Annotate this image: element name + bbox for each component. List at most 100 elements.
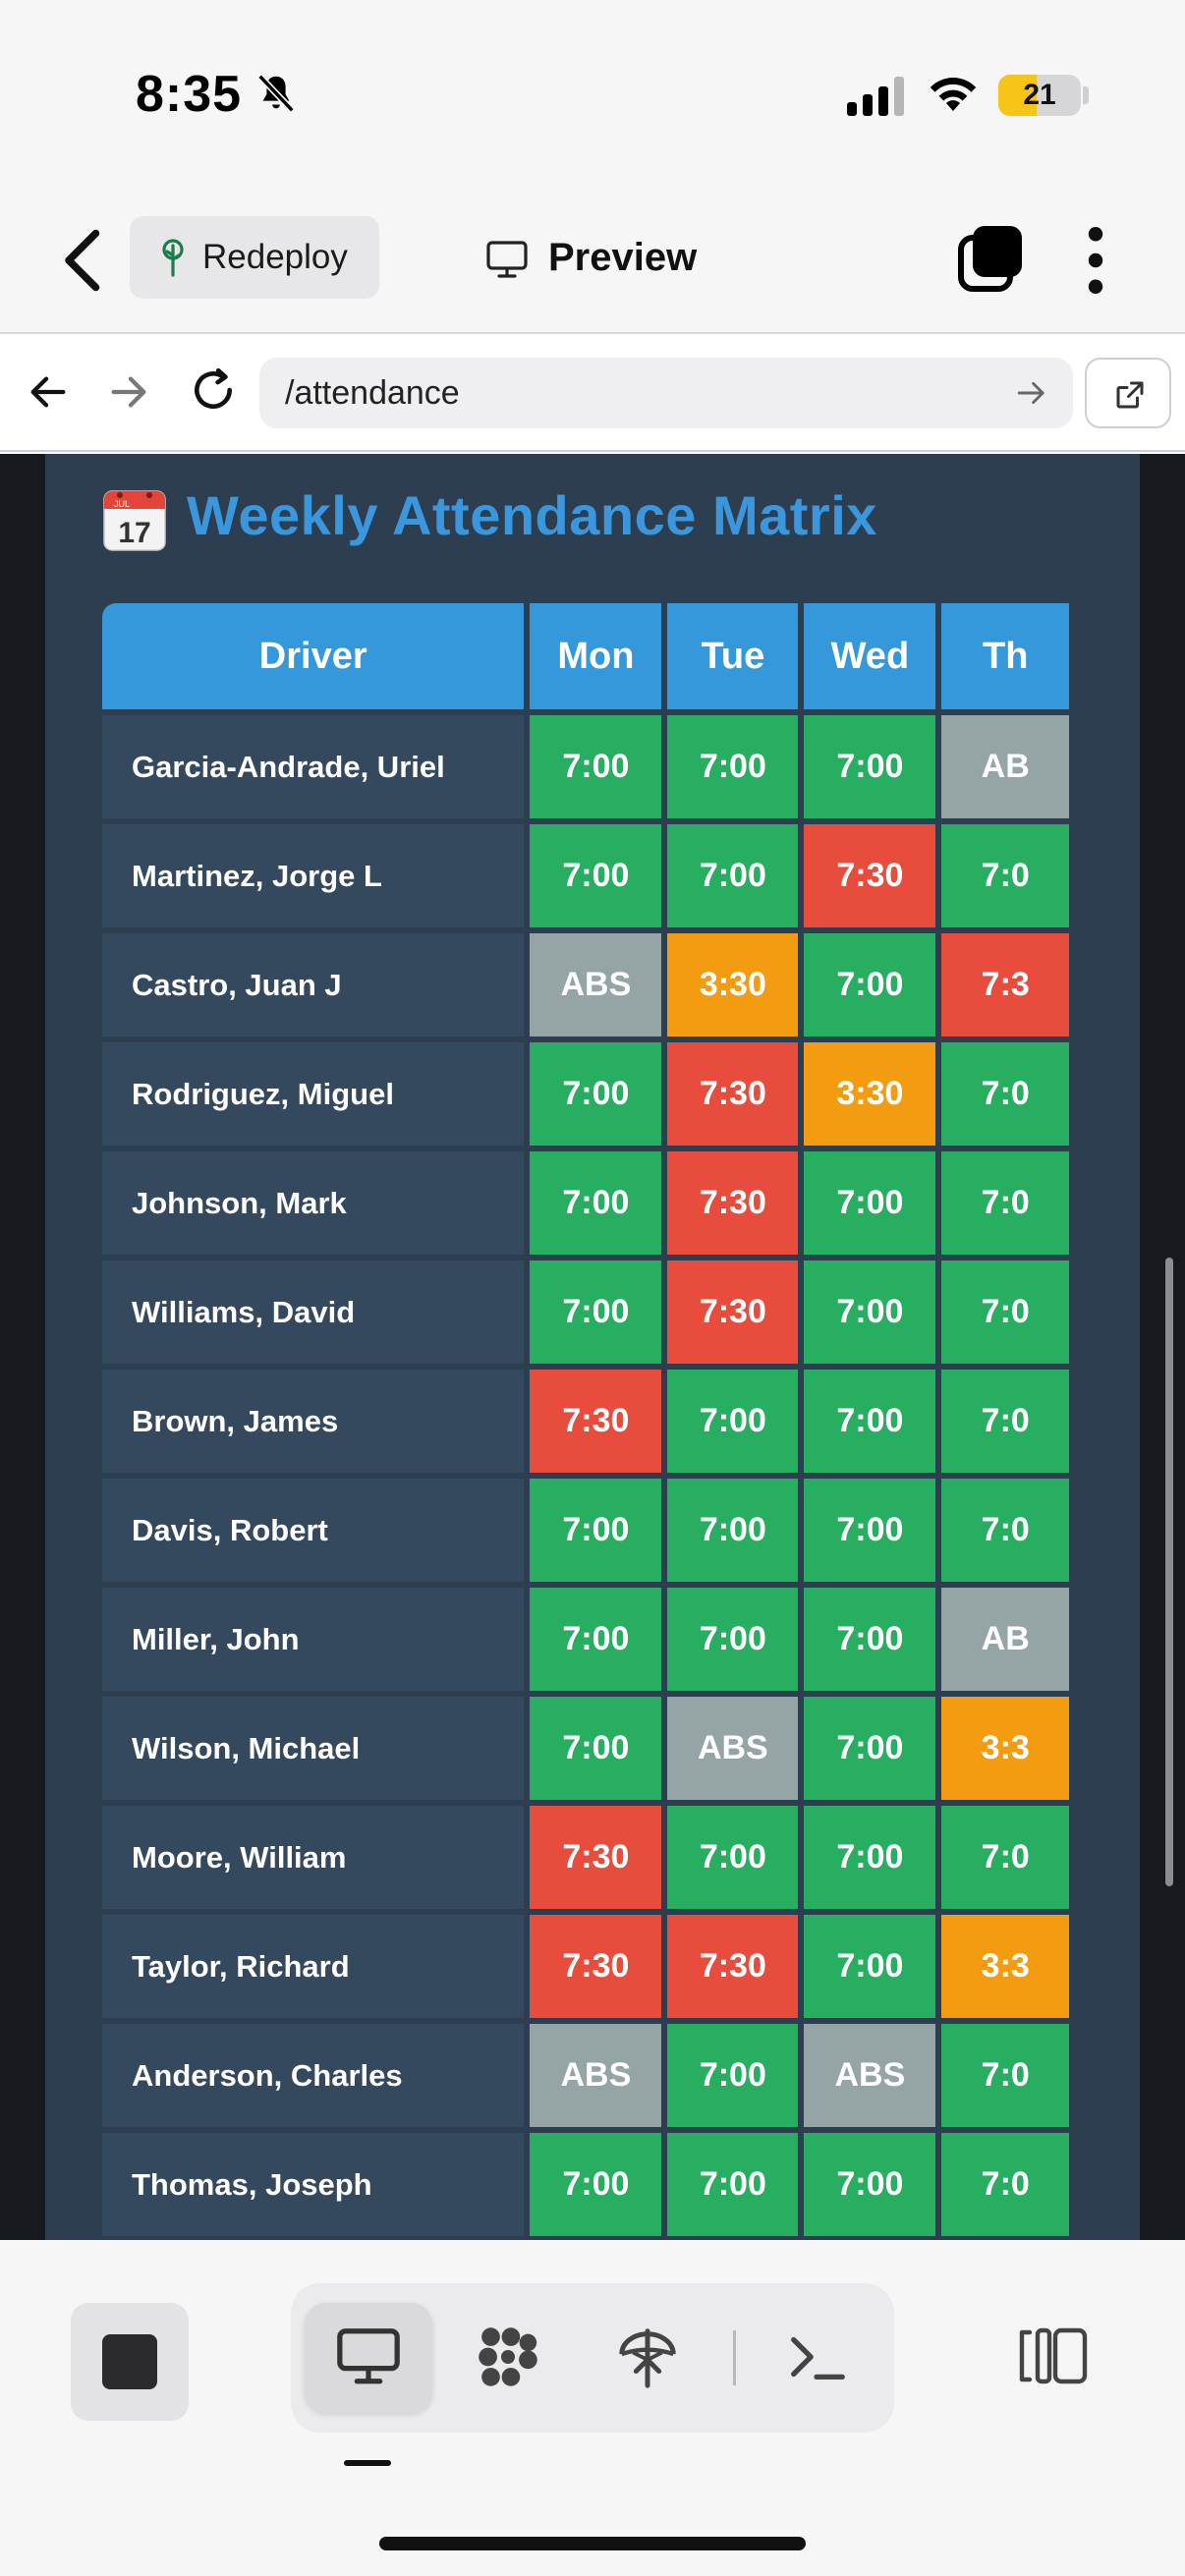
attendance-cell-wed[interactable]: 7:00 [804, 1588, 936, 1691]
attendance-cell-thu[interactable]: 7:0 [941, 2133, 1069, 2236]
attendance-cell-mon[interactable]: 7:00 [530, 1260, 662, 1364]
driver-name-cell[interactable]: Rodriguez, Miguel [102, 1042, 525, 1146]
attendance-cell-tue[interactable]: 7:30 [667, 1151, 799, 1255]
attendance-cell-mon[interactable]: 7:30 [530, 1915, 662, 2018]
preview-view-button[interactable] [305, 2303, 432, 2413]
driver-name-cell[interactable]: Williams, David [102, 1260, 525, 1364]
attendance-cell-mon[interactable]: 7:00 [530, 824, 662, 927]
attendance-cell-tue[interactable]: 7:00 [667, 715, 799, 818]
attendance-cell-thu[interactable]: 7:0 [941, 1042, 1069, 1146]
attendance-cell-mon[interactable]: 7:30 [530, 1370, 662, 1473]
attendance-cell-tue[interactable]: 7:30 [667, 1915, 799, 2018]
attendance-cell-mon[interactable]: 7:00 [530, 1479, 662, 1582]
attendance-cell-wed[interactable]: 7:00 [804, 1479, 936, 1582]
attendance-cell-thu[interactable]: 7:0 [941, 1806, 1069, 1909]
attendance-cell-thu[interactable]: 7:0 [941, 1151, 1069, 1255]
attendance-cell-tue[interactable]: 7:00 [667, 1588, 799, 1691]
attendance-cell-tue[interactable]: 7:00 [667, 824, 799, 927]
attendance-cell-thu[interactable]: 7:3 [941, 933, 1069, 1036]
attendance-cell-thu[interactable]: 7:0 [941, 2024, 1069, 2127]
deploy-view-button[interactable] [584, 2303, 711, 2413]
driver-name-cell[interactable]: Castro, Juan J [102, 933, 525, 1036]
url-text: /attendance [285, 374, 460, 412]
attendance-cell-wed[interactable]: 7:00 [804, 1151, 936, 1255]
attendance-cell-tue[interactable]: 7:30 [667, 1260, 799, 1364]
driver-name-cell[interactable]: Anderson, Charles [102, 2024, 525, 2127]
tabs-icon[interactable] [957, 224, 1024, 293]
preview-tab[interactable]: Preview [481, 216, 737, 299]
attendance-cell-wed[interactable]: 3:30 [804, 1042, 936, 1146]
driver-name-cell[interactable]: Davis, Robert [102, 1479, 525, 1582]
arrow-right-icon[interactable] [106, 369, 151, 415]
workspace-view-button[interactable] [444, 2303, 572, 2413]
attendance-cell-tue[interactable]: ABS [667, 1697, 799, 1800]
arrow-right-small-icon[interactable] [1016, 379, 1047, 407]
attendance-cell-wed[interactable]: 7:00 [804, 715, 936, 818]
url-field[interactable]: /attendance [259, 358, 1073, 428]
attendance-cell-mon[interactable]: ABS [530, 933, 662, 1036]
attendance-cell-wed[interactable]: 7:00 [804, 1697, 936, 1800]
attendance-cell-thu[interactable]: 3:3 [941, 1697, 1069, 1800]
driver-name-cell[interactable]: Wilson, Michael [102, 1697, 525, 1800]
page-title: Weekly Attendance Matrix [187, 484, 877, 546]
attendance-cell-wed[interactable]: 7:00 [804, 1260, 936, 1364]
attendance-cell-thu[interactable]: 7:0 [941, 1260, 1069, 1364]
stop-button[interactable] [71, 2303, 189, 2421]
arrow-left-icon[interactable] [26, 369, 71, 415]
column-header-tue[interactable]: Tue [667, 603, 799, 709]
attendance-cell-mon[interactable]: ABS [530, 2024, 662, 2127]
driver-name-cell[interactable]: Brown, James [102, 1370, 525, 1473]
attendance-cell-thu[interactable]: AB [941, 1588, 1069, 1691]
driver-name-cell[interactable]: Taylor, Richard [102, 1915, 525, 2018]
attendance-cell-wed[interactable]: 7:00 [804, 2133, 936, 2236]
attendance-cell-wed[interactable]: 7:30 [804, 824, 936, 927]
attendance-cell-mon[interactable]: 7:00 [530, 715, 662, 818]
attendance-cell-thu[interactable]: 7:0 [941, 824, 1069, 927]
attendance-cell-thu[interactable]: 7:0 [941, 1370, 1069, 1473]
redeploy-button[interactable]: Redeploy [130, 216, 379, 299]
driver-name-cell[interactable]: Garcia-Andrade, Uriel [102, 715, 525, 818]
attendance-cell-wed[interactable]: 7:00 [804, 1806, 936, 1909]
chevron-left-icon[interactable] [59, 226, 108, 295]
attendance-cell-wed[interactable]: ABS [804, 2024, 936, 2127]
more-vertical-icon[interactable] [1081, 226, 1110, 295]
driver-name-cell[interactable]: Martinez, Jorge L [102, 824, 525, 927]
console-view-button[interactable] [753, 2303, 880, 2413]
attendance-cell-tue[interactable]: 7:00 [667, 1479, 799, 1582]
split-view-icon[interactable] [1016, 2324, 1091, 2387]
home-indicator[interactable] [379, 2537, 806, 2550]
driver-name-cell[interactable]: Johnson, Mark [102, 1151, 525, 1255]
scrollbar-thumb[interactable] [1165, 1258, 1173, 1886]
attendance-cell-mon[interactable]: 7:00 [530, 1697, 662, 1800]
attendance-cell-tue[interactable]: 7:00 [667, 1806, 799, 1909]
calendar-day: 17 [118, 517, 150, 549]
attendance-cell-tue[interactable]: 7:00 [667, 2024, 799, 2127]
attendance-cell-tue[interactable]: 3:30 [667, 933, 799, 1036]
column-header-mon[interactable]: Mon [530, 603, 662, 709]
signal-icon [847, 77, 904, 116]
reload-icon[interactable] [189, 365, 238, 415]
attendance-cell-thu[interactable]: 3:3 [941, 1915, 1069, 2018]
attendance-cell-mon[interactable]: 7:00 [530, 1151, 662, 1255]
column-header-thu[interactable]: Th [941, 603, 1069, 709]
attendance-cell-mon[interactable]: 7:00 [530, 2133, 662, 2236]
column-header-wed[interactable]: Wed [804, 603, 936, 709]
column-header-driver[interactable]: Driver [102, 603, 525, 709]
attendance-cell-wed[interactable]: 7:00 [804, 933, 936, 1036]
attendance-cell-thu[interactable]: AB [941, 715, 1069, 818]
table-body: Garcia-Andrade, Uriel 7:00 7:00 7:00 AB Marti… [102, 715, 1069, 2236]
open-external-button[interactable] [1085, 358, 1171, 428]
attendance-cell-tue[interactable]: 7:00 [667, 1370, 799, 1473]
attendance-cell-tue[interactable]: 7:00 [667, 2133, 799, 2236]
driver-name-cell[interactable]: Thomas, Joseph [102, 2133, 525, 2236]
attendance-cell-mon[interactable]: 7:00 [530, 1588, 662, 1691]
driver-name-cell[interactable]: Moore, William [102, 1806, 525, 1909]
attendance-cell-tue[interactable]: 7:30 [667, 1042, 799, 1146]
attendance-cell-thu[interactable]: 7:0 [941, 1479, 1069, 1582]
attendance-cell-wed[interactable]: 7:00 [804, 1915, 936, 2018]
attendance-cell-mon[interactable]: 7:30 [530, 1806, 662, 1909]
attendance-cell-wed[interactable]: 7:00 [804, 1370, 936, 1473]
driver-name-cell[interactable]: Miller, John [102, 1588, 525, 1691]
attendance-cell-mon[interactable]: 7:00 [530, 1042, 662, 1146]
attendance-table-container[interactable]: Driver Mon Tue Wed Th Garcia-Andrade, Ur… [102, 603, 1081, 2240]
